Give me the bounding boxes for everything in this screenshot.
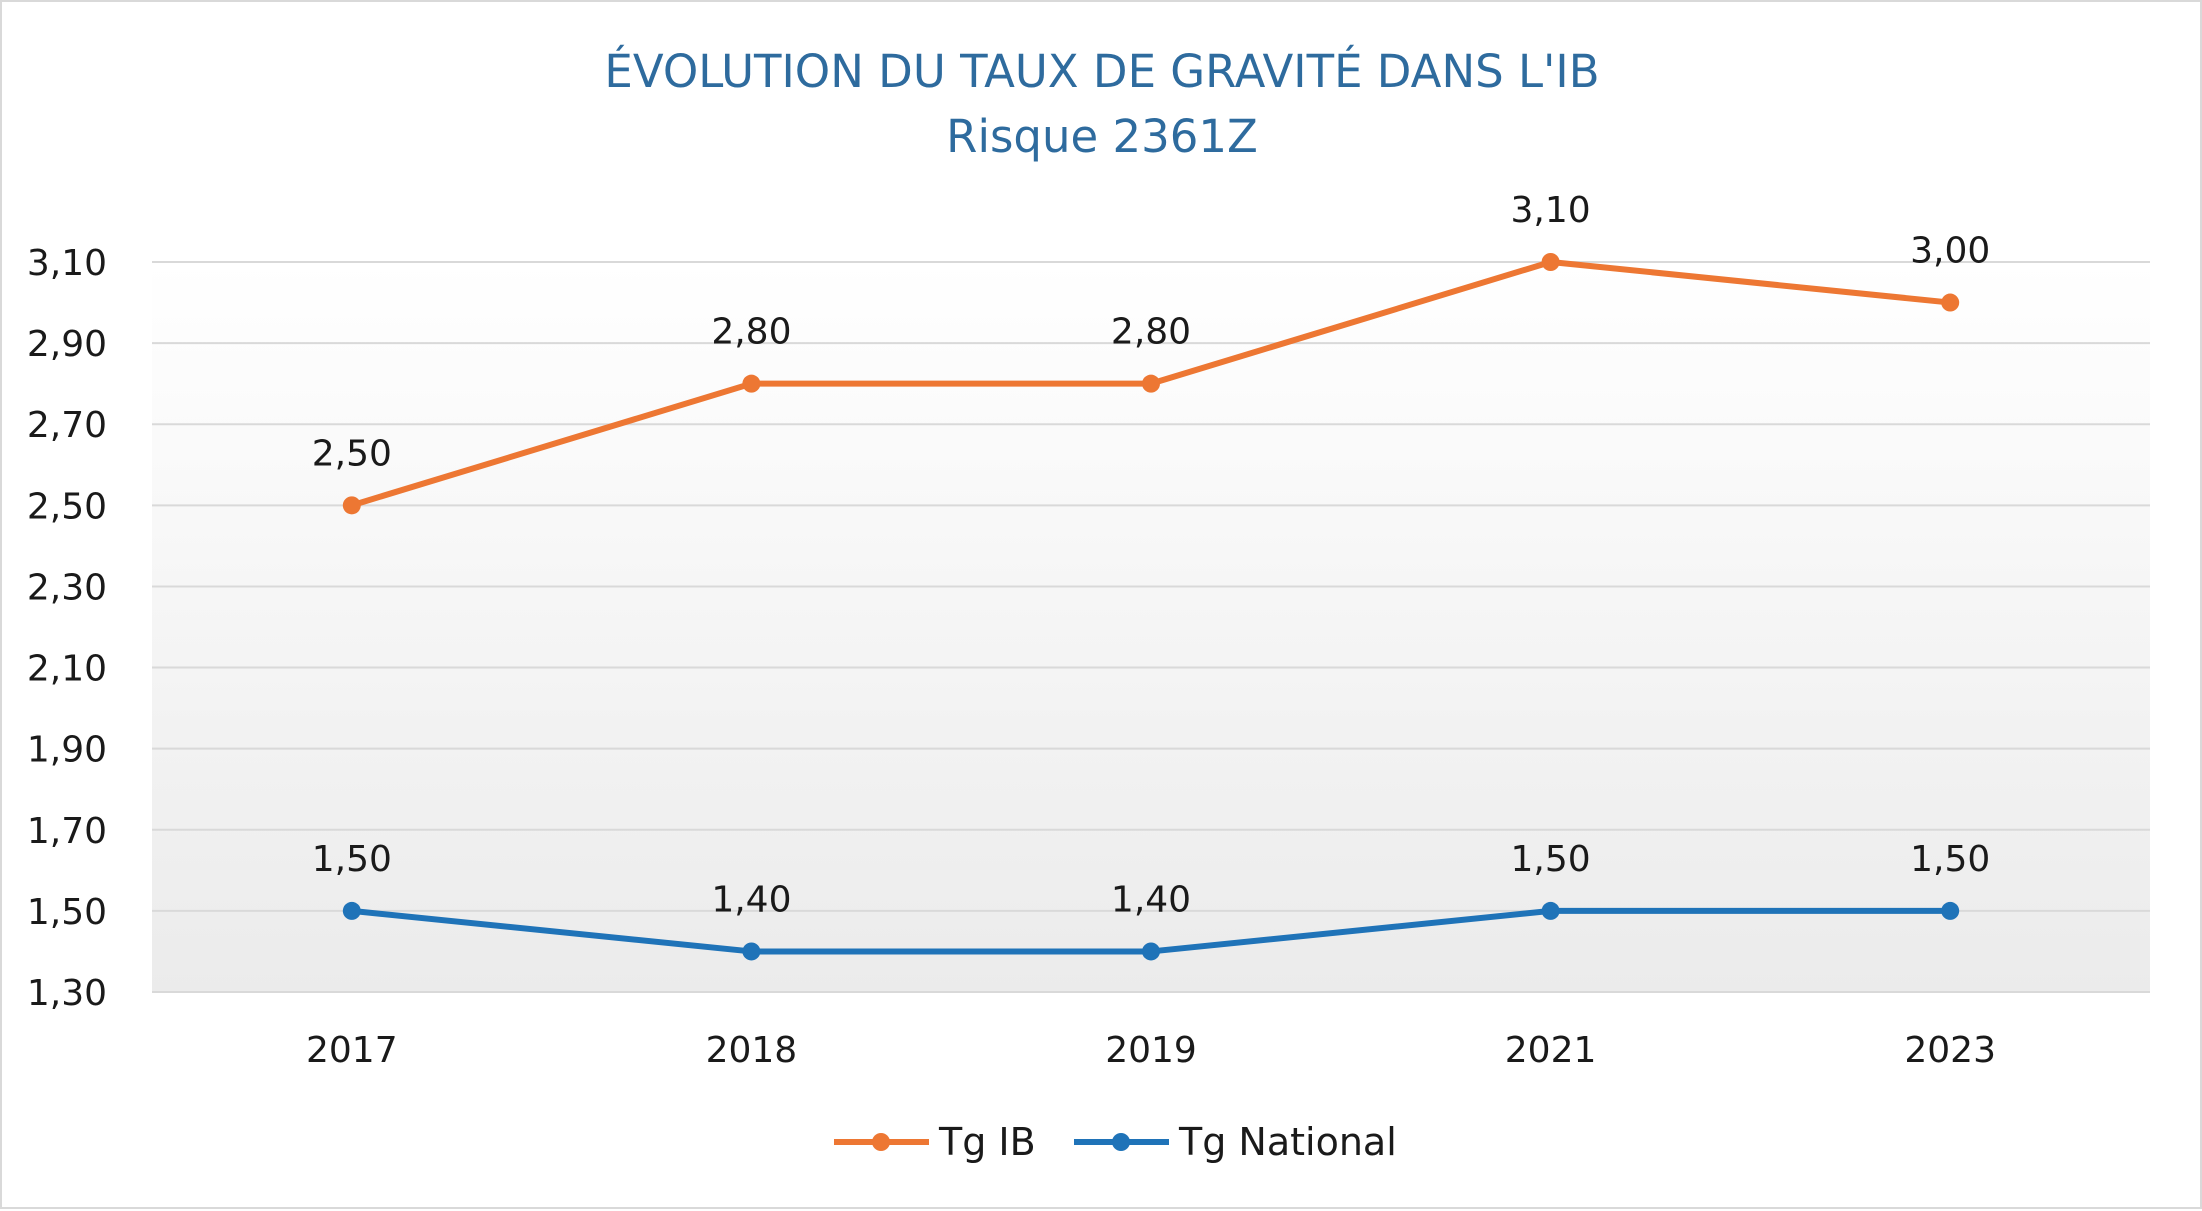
x-tick-label: 2017 (306, 1030, 398, 1071)
data-label: 1,50 (312, 839, 392, 880)
legend-label: Tg IB (938, 1120, 1036, 1164)
data-point (1941, 293, 1960, 312)
data-point (342, 496, 361, 515)
x-tick-label: 2021 (1505, 1030, 1597, 1071)
y-tick-label: 2,90 (27, 324, 107, 365)
data-label: 3,10 (1511, 190, 1591, 231)
y-tick-label: 2,30 (27, 567, 107, 608)
data-point (742, 942, 761, 961)
data-point (742, 374, 761, 393)
data-label: 2,80 (711, 312, 791, 353)
y-tick-label: 2,10 (27, 649, 107, 690)
series: 2,50 2,80 2,80 3,10 3,00 1,50 1,40 1,40 1,50 1,50 (312, 190, 1990, 961)
data-label: 2,50 (312, 433, 392, 474)
legend-label: Tg National (1178, 1120, 1397, 1164)
y-tick-label: 1,90 (27, 730, 107, 771)
x-axis-ticks: 2017 2018 2019 2021 2023 (306, 1030, 1996, 1071)
y-tick-label: 1,70 (27, 811, 107, 852)
data-label: 2,80 (1111, 312, 1191, 353)
gridlines (152, 261, 2150, 993)
data-label: 1,40 (711, 879, 791, 920)
legend: Tg IB Tg National (834, 1120, 1397, 1164)
y-tick-label: 3,10 (27, 243, 107, 284)
data-label: 1,40 (1111, 879, 1191, 920)
data-point (1541, 253, 1560, 271)
data-label: 3,00 (1910, 231, 1990, 272)
chart-title: ÉVOLUTION DU TAUX DE GRAVITÉ DANS L'IB (604, 45, 1599, 98)
data-point (342, 901, 361, 920)
data-point (1541, 901, 1560, 920)
y-tick-label: 1,30 (27, 973, 107, 1014)
y-tick-label: 1,50 (27, 892, 107, 933)
data-point (1142, 942, 1160, 961)
data-label: 1,50 (1511, 839, 1591, 880)
x-tick-label: 2023 (1904, 1030, 1996, 1071)
legend-swatch-marker (872, 1133, 890, 1151)
y-tick-label: 2,70 (27, 405, 107, 446)
x-tick-label: 2019 (1105, 1030, 1197, 1071)
legend-swatch-marker (1112, 1133, 1130, 1151)
y-tick-label: 2,50 (27, 486, 107, 527)
data-point (1142, 374, 1160, 393)
y-axis-ticks: 1,30 1,50 1,70 1,90 2,10 2,30 2,50 2,70 2,90 3,10 (27, 243, 107, 1014)
data-point (1941, 901, 1960, 920)
x-tick-label: 2018 (706, 1030, 798, 1071)
data-label: 1,50 (1910, 839, 1990, 880)
chart-subtitle: Risque 2361Z (946, 110, 1258, 163)
